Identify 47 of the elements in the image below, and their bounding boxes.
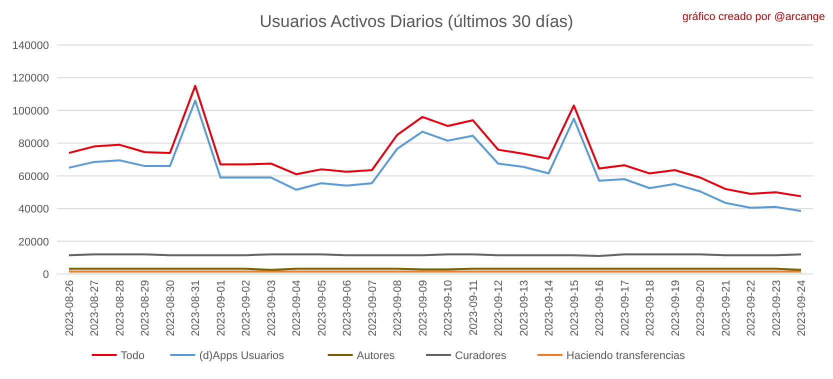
x-tick-label: 2023-09-03 [266, 280, 278, 336]
x-tick-label: 2023-09-15 [568, 280, 581, 336]
x-tick-label: 2023-09-19 [670, 280, 682, 336]
x-tick-label: 2023-09-13 [518, 280, 530, 336]
x-tick-label: 2023-09-17 [619, 280, 632, 336]
x-tick-label: 2023-09-06 [342, 280, 354, 336]
x-tick-label: 2023-08-29 [140, 280, 152, 336]
x-tick-label: 2023-09-24 [796, 280, 808, 336]
x-tick-label: 2023-08-30 [164, 280, 177, 336]
chart-title: Usuarios Activos Diarios (últimos 30 días) [260, 12, 574, 31]
x-tick-label: 2023-09-02 [240, 280, 253, 336]
y-tick-label: 140000 [12, 40, 49, 52]
y-tick-label: 100000 [12, 105, 49, 118]
x-tick-label: 2023-08-31 [190, 280, 202, 336]
x-tick-label: 2023-09-10 [442, 280, 455, 336]
line-series [68, 100, 802, 212]
x-tick-label: 2023-09-04 [291, 280, 304, 336]
text: gráfico creado por @arcange [682, 11, 825, 23]
x-tick-label: 2023-09-05 [316, 280, 328, 336]
x-tick-label: 2023-09-18 [644, 280, 657, 336]
x-tick-label: 2023-09-12 [493, 280, 506, 336]
x-tick-label: 2023-08-26 [64, 280, 76, 336]
y-tick-label: 80000 [18, 138, 49, 150]
x-tick-label: 2023-09-21 [720, 280, 732, 336]
x-tick-label: 2023-09-16 [594, 280, 606, 336]
y-tick-label: 60000 [18, 170, 49, 183]
x-tick-label: 2023-09-14 [544, 280, 556, 336]
x-tick-label: 2023-09-23 [770, 280, 783, 336]
y-tick-label: 120000 [12, 72, 49, 85]
x-tick-label: 2023-09-01 [215, 280, 228, 336]
y-tick-label: 40000 [18, 204, 49, 216]
x-tick-label: 2023-08-28 [114, 280, 126, 336]
legend-label: (d)Apps Usuarios [199, 350, 285, 362]
x-tick-label: 2023-09-20 [695, 280, 708, 336]
legend-label: Todo [120, 350, 145, 362]
y-tick-label: 0 [42, 269, 49, 281]
x-tick-label: 2023-09-09 [417, 280, 430, 336]
x-tick-label: 2023-09-22 [746, 280, 758, 336]
legend-label: Curadores [455, 350, 507, 362]
x-tick-label: 2023-09-11 [468, 280, 480, 336]
x-tick-label: 2023-09-07 [366, 280, 379, 336]
x-tick-label: 2023-08-27 [89, 280, 102, 336]
y-tick-label: 20000 [18, 236, 49, 248]
legend-label: Autores [356, 350, 396, 362]
line-series [68, 84, 802, 198]
legend-label: Haciendo transferencias [566, 350, 686, 362]
x-tick-label: 2023-09-08 [392, 280, 404, 336]
